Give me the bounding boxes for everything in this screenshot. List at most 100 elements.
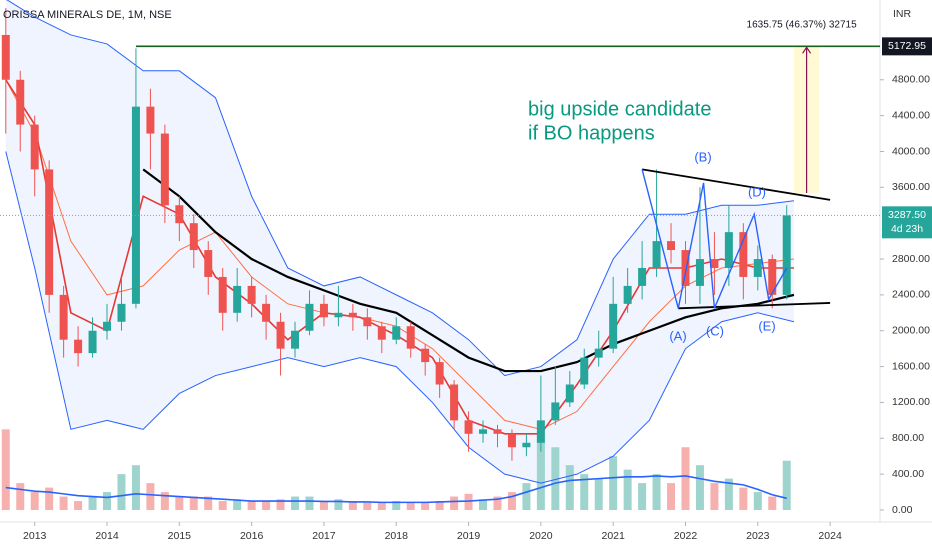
candle-body	[753, 259, 762, 277]
volume-bar	[464, 493, 473, 510]
candle-body	[667, 241, 676, 251]
volume-bar	[88, 496, 97, 510]
volume-bar	[348, 501, 357, 510]
candle-body	[638, 267, 647, 286]
band-fill	[5, 0, 794, 484]
volume-bar	[551, 447, 560, 510]
candle-body	[117, 303, 126, 322]
volume-bar	[74, 501, 83, 510]
y-tick-label: 400.00	[892, 468, 924, 480]
candle-body	[768, 259, 777, 295]
candle-body	[45, 169, 54, 295]
wave-label: (A)	[669, 328, 686, 343]
candle-body	[363, 317, 372, 327]
candle-body	[1, 34, 10, 80]
candle-body	[233, 285, 242, 313]
volume-bar	[305, 496, 314, 510]
candle-body	[435, 362, 444, 385]
volume-bar	[160, 492, 169, 510]
x-tick-label: 2017	[312, 530, 336, 542]
volume-bar	[233, 499, 242, 510]
volume-bar	[479, 499, 488, 510]
volume-bar	[117, 474, 126, 510]
volume-bar	[1, 429, 10, 510]
volume-bar	[262, 501, 271, 510]
candle-body	[189, 223, 198, 251]
candle-body	[450, 384, 459, 421]
y-tick-label: 4000.00	[892, 145, 930, 157]
candle-body	[146, 106, 155, 134]
x-tick-label: 2021	[602, 530, 626, 542]
volume-bar	[377, 502, 386, 510]
candle-body	[406, 326, 415, 349]
trendline	[678, 302, 831, 310]
candle-body	[695, 259, 704, 286]
volume-bar	[334, 499, 343, 510]
candle-body	[30, 124, 39, 170]
volume-bar	[218, 501, 227, 510]
candle-body	[623, 285, 632, 304]
candle-body	[724, 232, 733, 268]
volume-bar	[204, 496, 213, 510]
candle-body	[739, 232, 748, 277]
candle-body	[580, 357, 589, 385]
last-price-label: 3287.50	[888, 209, 926, 221]
volume-bar	[421, 502, 430, 510]
candle-body	[334, 312, 343, 318]
annotation: big upside candidate	[528, 98, 711, 120]
candle-body	[59, 294, 68, 340]
volume-ma	[5, 475, 787, 504]
candle-body	[262, 303, 271, 322]
candle-body	[479, 429, 488, 434]
candle-body	[652, 241, 661, 268]
candle-body	[536, 420, 545, 443]
candle-body	[507, 433, 516, 448]
volume-bar	[146, 483, 155, 510]
x-tick-label: 2023	[746, 530, 770, 542]
wave-line	[641, 169, 788, 309]
candle-body	[377, 326, 386, 340]
volume-bar	[319, 501, 328, 510]
volume-bar	[450, 496, 459, 510]
candle-body	[782, 215, 791, 295]
volume-bar	[189, 496, 198, 510]
x-tick-label: 2018	[385, 530, 409, 542]
candle-body	[551, 402, 560, 421]
volume-bar	[724, 478, 733, 510]
volume-bar	[103, 492, 112, 510]
y-tick-label: 4400.00	[892, 109, 930, 121]
candle-body	[565, 384, 574, 403]
y-tick-label: 800.00	[892, 432, 924, 444]
volume-bar	[45, 487, 54, 510]
candle-body	[74, 339, 83, 354]
wave-label: (C)	[706, 323, 724, 338]
candle-body	[305, 303, 314, 331]
candle-body	[609, 303, 618, 349]
volume-bar	[59, 496, 68, 510]
x-tick-label: 2016	[240, 530, 264, 542]
x-tick-label: 2019	[457, 530, 481, 542]
volume-bar	[739, 487, 748, 510]
volume-bar	[782, 460, 791, 510]
y-tick-label: 1600.00	[892, 360, 930, 372]
candle-body	[131, 106, 140, 304]
volume-bar	[623, 469, 632, 510]
x-tick-label: 2015	[168, 530, 192, 542]
volume-bar	[652, 474, 661, 510]
volume-bar	[768, 496, 777, 510]
candle-body	[204, 250, 213, 277]
resistance-label-bg	[882, 37, 932, 56]
wave-label: (E)	[758, 318, 775, 333]
volume-bar	[507, 492, 516, 510]
y-tick-label: 1200.00	[892, 396, 930, 408]
y-tick-label: 0.00	[892, 504, 913, 516]
volume-bar	[363, 502, 372, 510]
volume-bar	[594, 478, 603, 510]
x-tick-label: 2024	[818, 530, 842, 542]
y-tick-label: 2400.00	[892, 289, 930, 301]
y-tick-label: 3600.00	[892, 181, 930, 193]
resistance-label: 5172.95	[888, 40, 926, 52]
candle-body	[291, 330, 300, 349]
